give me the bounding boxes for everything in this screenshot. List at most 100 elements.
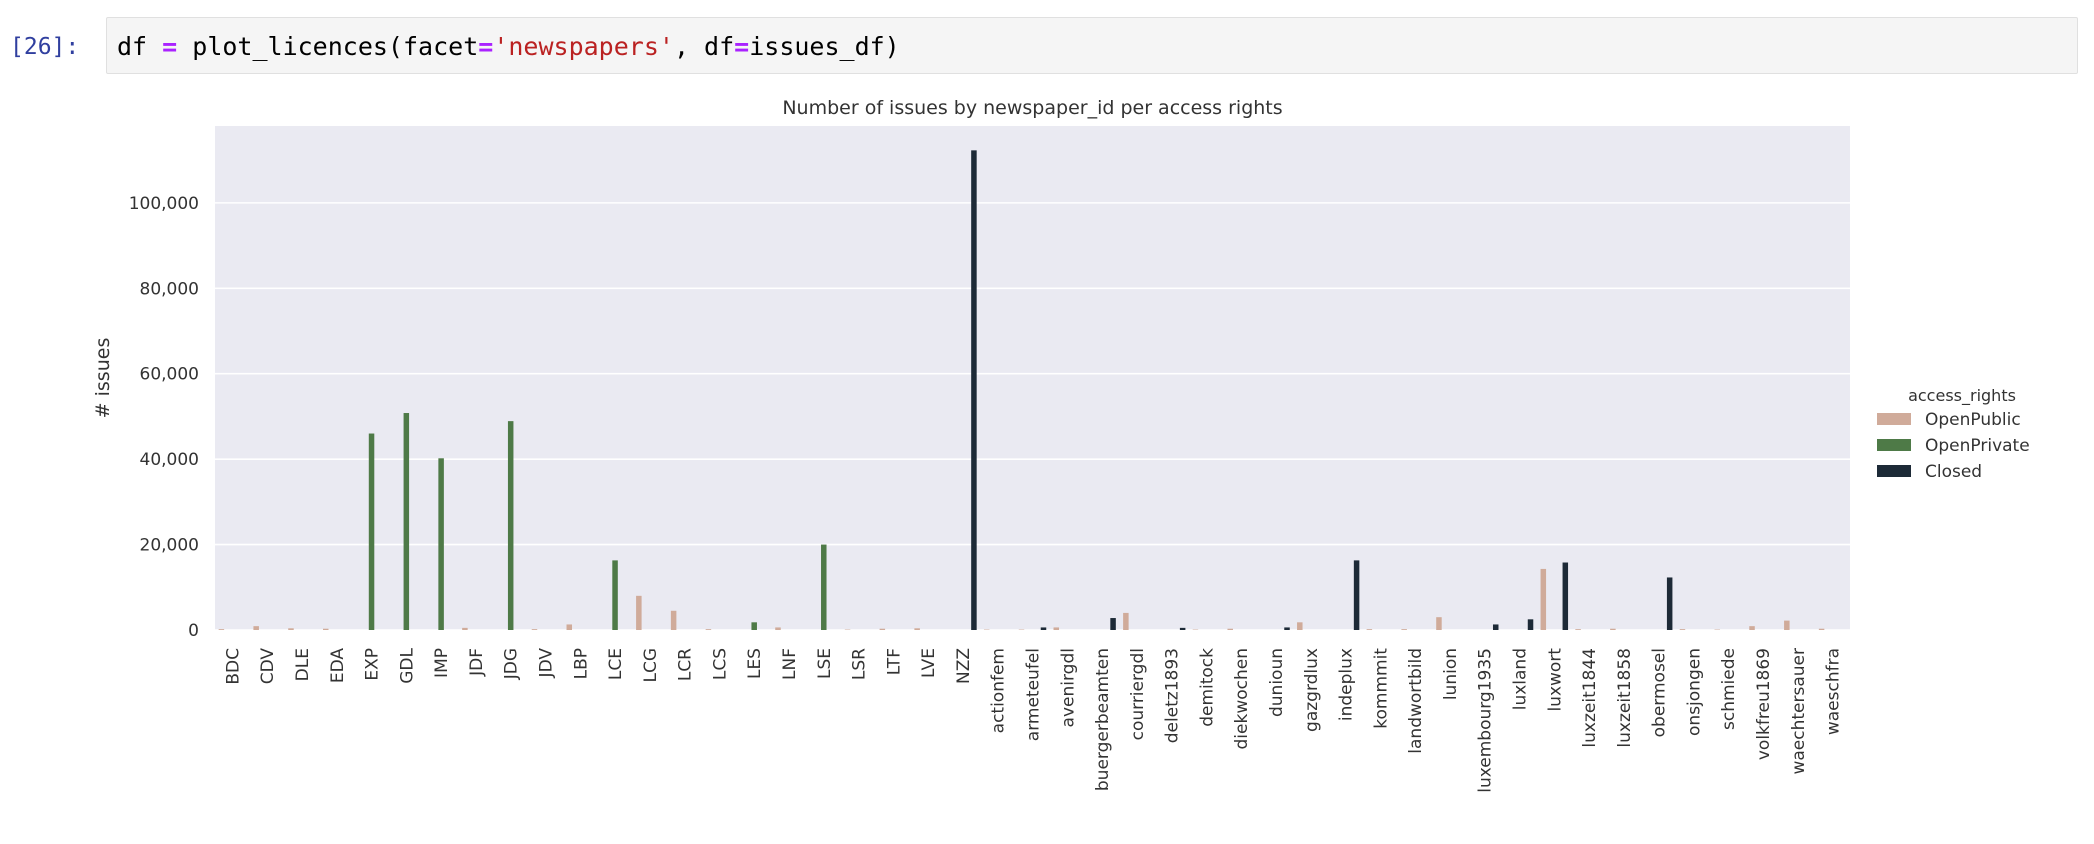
output-area: 0 20,000 40,000 60,000 80,000 100,000 Number o… <box>90 88 2090 838</box>
x-tick-label: CDV <box>258 648 278 685</box>
bar-openprivate <box>507 421 514 630</box>
y-tick-label: 80,000 <box>140 279 199 299</box>
code-operator-token: = <box>162 32 178 61</box>
bar-openpublic <box>914 628 920 630</box>
x-tick-label: onsjongen <box>1684 648 1704 736</box>
bar-openprivate <box>438 458 444 630</box>
x-tick-label: NZZ <box>954 648 974 684</box>
x-tick-label: luxzeit1858 <box>1615 648 1635 748</box>
bar-openpublic <box>705 629 712 630</box>
x-tick-label: LSR <box>850 648 870 680</box>
x-tick-label: kommmit <box>1371 648 1391 729</box>
legend-label: OpenPublic <box>1925 410 2021 430</box>
x-tick-label: lunion <box>1441 648 1461 700</box>
x-tick-label: DLE <box>293 648 313 681</box>
x-tick-label: dunioun <box>1267 648 1287 717</box>
bar-openprivate <box>368 433 375 630</box>
bar-openpublic <box>636 595 642 630</box>
legend-swatch-openprivate <box>1877 439 1911 451</box>
x-tick-label: JDF <box>467 648 487 677</box>
bar-openpublic <box>1053 627 1060 630</box>
bar-openpublic <box>253 626 259 630</box>
bar-openpublic <box>288 628 294 630</box>
x-tick-label: LCR <box>676 648 696 681</box>
bar-closed <box>1040 627 1047 630</box>
x-tick-label: BDC <box>223 648 243 685</box>
bar-openpublic <box>1818 628 1825 630</box>
code-token: issues_df) <box>749 32 900 61</box>
x-tick-label: luxwort <box>1545 648 1565 712</box>
legend-label: Closed <box>1925 462 1982 482</box>
x-tick-label: luxembourg1935 <box>1476 648 1496 793</box>
legend-label: OpenPrivate <box>1925 436 2030 456</box>
x-tick-label: GDL <box>397 647 417 683</box>
code-line[interactable]: df = plot_licences(facet='newspapers', d… <box>117 32 900 61</box>
bar-openpublic <box>1366 629 1373 630</box>
bar-openpublic <box>1610 628 1616 630</box>
x-tick-label: LCS <box>710 648 730 680</box>
bar-openpublic <box>1540 568 1547 630</box>
y-tick-label: 20,000 <box>140 536 199 556</box>
bar-openpublic <box>1123 612 1129 630</box>
x-tick-label: luxzeit1844 <box>1580 648 1600 748</box>
x-tick-label: schmiede <box>1719 648 1739 730</box>
bar-chart: 0 20,000 40,000 60,000 80,000 100,000 Number o… <box>92 97 2030 793</box>
y-axis-label: # issues <box>92 338 114 419</box>
bar-openpublic <box>879 628 886 630</box>
x-tick-label: armeteufel <box>1024 648 1044 741</box>
x-tick-label: LBP <box>571 648 591 679</box>
code-operator-token: = <box>478 32 494 61</box>
bar-openpublic <box>566 624 573 630</box>
bar-openpublic <box>1749 626 1755 630</box>
code-token: , df <box>673 32 735 61</box>
x-tick-label: avenirgdl <box>1058 648 1078 727</box>
y-tick-label: 0 <box>188 621 199 641</box>
x-tick-label: JDV <box>536 648 556 679</box>
x-tick-label: EDA <box>328 648 348 684</box>
bar-closed <box>971 150 977 630</box>
x-tick-label: demitock <box>1197 648 1217 727</box>
bar-closed <box>1527 619 1534 630</box>
x-tick-label: obermosel <box>1650 648 1670 737</box>
bar-openpublic <box>531 629 538 630</box>
chart-title: Number of issues by newspaper_id per acc… <box>782 97 1282 119</box>
bar-openpublic <box>462 627 468 630</box>
code-input-area[interactable]: df = plot_licences(facet='newspapers', d… <box>106 17 2078 74</box>
x-tick-label: IMP <box>432 648 452 678</box>
execution-count-prompt: [26]: <box>10 34 80 60</box>
bar-openprivate <box>751 622 757 630</box>
x-tick-label: diekwochen <box>1232 648 1252 749</box>
x-tick-label: buergerbeamten <box>1093 648 1113 791</box>
bar-closed <box>1284 627 1290 630</box>
code-token: plot_licences(facet <box>177 32 479 61</box>
bar-closed <box>1353 560 1360 630</box>
bar-closed <box>1179 627 1186 630</box>
bar-openpublic <box>1227 628 1233 630</box>
x-tick-label: courriergdl <box>1128 648 1148 740</box>
x-tick-label: LES <box>745 648 765 679</box>
bar-openpublic <box>1784 620 1790 630</box>
legend-title: access_rights <box>1908 386 2016 406</box>
bar-closed <box>1110 618 1116 630</box>
x-tick-label: deletz1893 <box>1163 648 1183 743</box>
x-tick-label: LCG <box>641 648 661 683</box>
x-tick-label: landwortbild <box>1406 648 1426 754</box>
code-token: df <box>117 32 163 61</box>
bar-openpublic <box>1436 617 1442 630</box>
bar-closed <box>1492 624 1499 630</box>
bar-closed <box>1562 562 1569 630</box>
code-string-token: 'newspapers' <box>493 32 674 61</box>
x-tick-label: LCE <box>606 648 626 680</box>
code-operator-token: = <box>734 32 750 61</box>
x-tick-label: luxland <box>1511 648 1531 710</box>
bar-openpublic <box>670 610 677 630</box>
y-tick-label: 40,000 <box>140 450 199 470</box>
bar-closed <box>1666 577 1673 630</box>
bar-openpublic <box>1575 629 1581 630</box>
bar-openpublic <box>775 627 781 630</box>
legend-swatch-closed <box>1877 465 1911 477</box>
x-tick-label: waeschfra <box>1824 648 1844 735</box>
bar-openpublic <box>218 629 225 630</box>
bar-openpublic <box>323 628 329 630</box>
